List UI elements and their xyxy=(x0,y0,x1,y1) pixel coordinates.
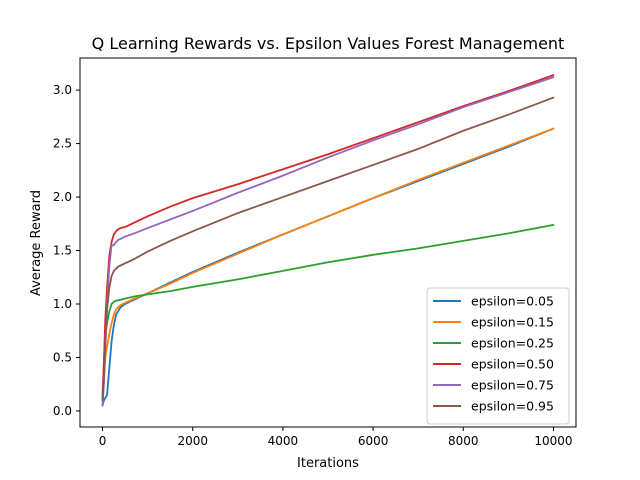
series-layer xyxy=(101,74,555,407)
legend-item: epsilon=0.05 xyxy=(433,294,554,309)
x-tick-label: 8000 xyxy=(448,434,479,448)
y-tick-label: 0.0 xyxy=(53,404,72,418)
y-axis: 0.0 0.5 1.0 1.5 2.0 2.5 3.0 xyxy=(53,83,80,418)
x-tick-label: 0 xyxy=(99,434,107,448)
legend-label: epsilon=0.05 xyxy=(471,294,554,309)
series-line-epsilon-0-25 xyxy=(101,223,555,402)
legend-label: epsilon=0.95 xyxy=(471,399,554,414)
y-tick-label: 1.0 xyxy=(53,297,72,311)
legend-box xyxy=(426,287,570,425)
plot-frame xyxy=(79,57,577,428)
y-tick-label: 0.5 xyxy=(53,350,72,364)
legend-label: epsilon=0.25 xyxy=(471,336,554,351)
y-tick-label: 1.5 xyxy=(53,244,72,258)
series-line-epsilon-0-75 xyxy=(101,76,555,407)
legend-item: epsilon=0.95 xyxy=(433,399,554,414)
legend-item: epsilon=0.25 xyxy=(433,336,554,351)
y-axis-label: Average Reward xyxy=(29,190,44,296)
y-tick-label: 2.0 xyxy=(53,190,72,204)
y-tick-label: 3.0 xyxy=(53,83,72,97)
plot-area xyxy=(79,57,577,428)
legend-item: epsilon=0.50 xyxy=(433,357,554,372)
legend-item: epsilon=0.75 xyxy=(433,378,554,393)
x-tick-label: 4000 xyxy=(268,434,299,448)
legend: epsilon=0.05 epsilon=0.15 epsilon=0.25 epsi… xyxy=(426,287,570,425)
x-tick-label: 6000 xyxy=(358,434,389,448)
x-axis: 0 2000 4000 6000 8000 10000 xyxy=(99,427,573,448)
legend-label: epsilon=0.15 xyxy=(471,315,554,330)
x-tick-label: 10000 xyxy=(534,434,572,448)
x-tick-label: 2000 xyxy=(177,434,208,448)
x-axis-label: Iterations xyxy=(297,456,359,471)
legend-item: epsilon=0.15 xyxy=(433,315,554,330)
legend-label: epsilon=0.50 xyxy=(471,357,554,372)
series-line-epsilon-0-95 xyxy=(101,96,555,402)
chart-title: Q Learning Rewards vs. Epsilon Values Fo… xyxy=(92,34,565,53)
y-tick-label: 2.5 xyxy=(53,137,72,151)
legend-label: epsilon=0.75 xyxy=(471,378,554,393)
